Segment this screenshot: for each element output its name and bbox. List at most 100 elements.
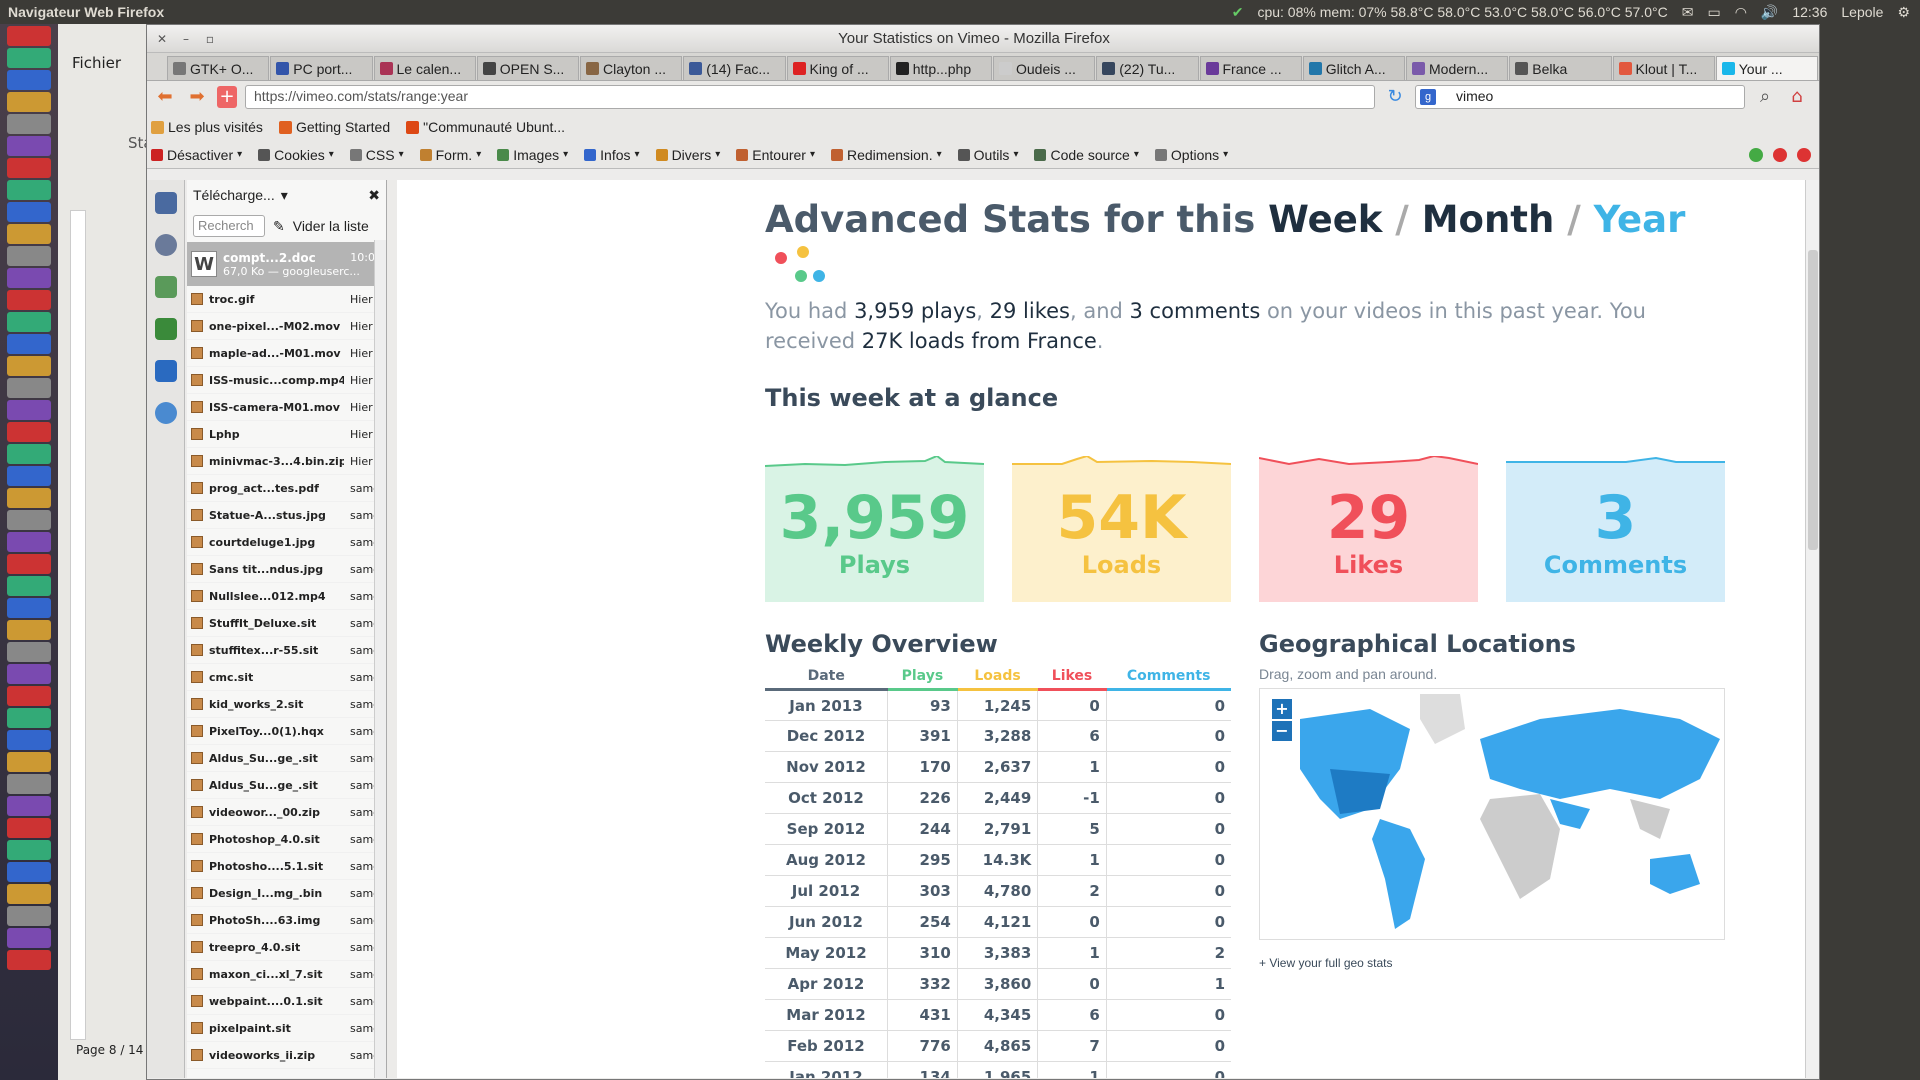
file-menu[interactable]: Fichier — [72, 54, 122, 72]
launcher-app-icon[interactable] — [7, 488, 51, 508]
browser-tab[interactable]: PC port... — [270, 56, 373, 80]
launcher-app-icon[interactable] — [7, 686, 51, 706]
browser-tab[interactable]: King of ... — [786, 56, 889, 80]
search-input[interactable]: g vimeo — [1415, 85, 1745, 109]
download-item[interactable]: Photosho....5.1.sit samedi — [187, 853, 390, 880]
launcher-app-icon[interactable] — [7, 708, 51, 728]
devtool-menu[interactable]: Désactiver ▾ — [151, 147, 242, 163]
reload-icon[interactable]: ↻ — [1387, 86, 1403, 107]
download-item[interactable]: troc.gif Hier — [187, 286, 386, 313]
download-item[interactable]: maxon_ci...xl_7.sit samedi — [187, 961, 390, 988]
home-icon[interactable]: ⌂ — [1791, 86, 1803, 107]
browser-tab[interactable]: http...php — [889, 56, 992, 80]
download-item[interactable]: kid_works_2.sit samedi — [187, 691, 390, 718]
range-month-link[interactable]: Month — [1421, 198, 1555, 241]
browser-tab[interactable]: OPEN S... — [476, 56, 579, 80]
launcher-app-icon[interactable] — [7, 510, 51, 530]
browser-tab[interactable]: Glitch A... — [1302, 56, 1405, 80]
browser-tab[interactable]: Your ... — [1715, 56, 1818, 80]
download-item[interactable]: PhotoSh....63.img samedi — [187, 907, 390, 934]
downloads-search-input[interactable]: Recherch — [193, 215, 265, 237]
download-item[interactable]: treepro_4.0.sit samedi — [187, 934, 390, 961]
launcher-app-icon[interactable] — [7, 246, 51, 266]
launcher-app-icon[interactable] — [7, 378, 51, 398]
downloads-sidebar-icon[interactable] — [155, 276, 177, 298]
launcher-app-icon[interactable] — [7, 180, 51, 200]
volume-icon[interactable]: 🔊 — [1760, 3, 1779, 20]
launcher-app-icon[interactable] — [7, 136, 51, 156]
close-toolbar-icon[interactable] — [1797, 147, 1811, 162]
download-item[interactable]: Aldus_Su...ge_.sit samedi — [187, 745, 390, 772]
launcher-app-icon[interactable] — [7, 906, 51, 926]
launcher-app-icon[interactable] — [7, 92, 51, 112]
share-icon[interactable] — [775, 245, 827, 284]
devtool-menu[interactable]: Entourer ▾ — [736, 147, 815, 163]
download-item[interactable]: stuffitex...r-55.sit samedi — [187, 637, 390, 664]
check-icon[interactable] — [1749, 147, 1763, 162]
download-item[interactable]: Photoshop_4.0.sit samedi — [187, 826, 390, 853]
bookmark-item[interactable]: Les plus visités — [151, 119, 263, 135]
world-map[interactable]: + − — [1259, 688, 1725, 940]
browser-tab[interactable]: (14) Fac... — [683, 56, 786, 80]
launcher-app-icon[interactable] — [7, 268, 51, 288]
download-item[interactable]: StuffIt_Deluxe.sit samedi — [187, 610, 390, 637]
error-icon[interactable] — [1773, 147, 1787, 162]
add-icon[interactable]: + — [217, 86, 237, 108]
range-year-link[interactable]: Year — [1593, 198, 1686, 241]
download-item[interactable]: videoworks_ii.zip samedi — [187, 1042, 390, 1069]
download-item[interactable]: Sans tit...ndus.jpg samedi — [187, 556, 390, 583]
launcher-app-icon[interactable] — [7, 48, 51, 68]
launcher-app-icon[interactable] — [7, 796, 51, 816]
url-input[interactable]: https://vimeo.com/stats/range:year — [245, 85, 1375, 109]
clear-list-button[interactable]: Vider la liste — [292, 218, 369, 234]
browser-tab[interactable]: Oudeis ... — [993, 56, 1096, 80]
battery-icon[interactable]: ▭ — [1707, 3, 1721, 20]
download-item[interactable]: prog_act...tes.pdf samedi — [187, 475, 390, 502]
launcher-app-icon[interactable] — [7, 466, 51, 486]
devtool-menu[interactable]: Options ▾ — [1154, 147, 1228, 163]
launcher-app-icon[interactable] — [7, 576, 51, 596]
download-item[interactable]: pixelpaint.sit samedi — [187, 1015, 390, 1042]
panel-close-icon[interactable]: ✖ — [368, 186, 380, 203]
shield-icon[interactable]: ✔ — [1231, 3, 1244, 20]
download-item[interactable]: Nullslee...012.mp4 samedi — [187, 583, 390, 610]
browser-tab[interactable]: Modern... — [1406, 56, 1509, 80]
launcher-app-icon[interactable] — [7, 334, 51, 354]
close-icon[interactable]: ✕ — [156, 31, 168, 46]
minimize-icon[interactable]: – — [183, 31, 189, 46]
window-titlebar[interactable]: ✕ – ▫ Your Statistics on Vimeo - Mozilla… — [147, 25, 1819, 53]
browser-tab[interactable]: France ... — [1199, 56, 1302, 80]
launcher-app-icon[interactable] — [7, 840, 51, 860]
gear-icon[interactable]: ⚙ — [1897, 3, 1910, 20]
page-scrollbar[interactable] — [1805, 180, 1819, 1078]
launcher-app-icon[interactable] — [7, 774, 51, 794]
download-item[interactable]: courtdeluge1.jpg samedi — [187, 529, 390, 556]
download-item-active[interactable]: W compt...2.doc 10:07 67,0 Ko — googleus… — [187, 242, 386, 286]
download-item[interactable]: Lphp Hier — [187, 421, 386, 448]
maximize-icon[interactable]: ▫ — [205, 31, 215, 46]
browser-tab[interactable]: Le calen... — [373, 56, 476, 80]
devtool-menu[interactable]: Infos ▾ — [584, 147, 640, 163]
devtool-menu[interactable]: CSS ▾ — [349, 147, 404, 163]
download-item[interactable]: minivmac-3...4.bin.zip Hier — [187, 448, 386, 475]
launcher-app-icon[interactable] — [7, 950, 51, 970]
search-icon[interactable]: ⌕ — [1759, 86, 1771, 107]
user-menu[interactable]: Lepole — [1841, 4, 1884, 20]
launcher-app-icon[interactable] — [7, 224, 51, 244]
puzzle-icon[interactable] — [155, 360, 177, 382]
devtool-menu[interactable]: Form. ▾ — [419, 147, 481, 163]
launcher-app-icon[interactable] — [7, 356, 51, 376]
forward-icon[interactable]: ➡ — [189, 86, 205, 107]
launcher-app-icon[interactable] — [7, 928, 51, 948]
zoom-in-button[interactable]: + — [1272, 699, 1292, 719]
browser-tab[interactable]: Clayton ... — [580, 56, 683, 80]
download-item[interactable]: Statue-A...stus.jpg samedi — [187, 502, 390, 529]
devtool-menu[interactable]: Outils ▾ — [957, 147, 1018, 163]
launcher-app-icon[interactable] — [7, 70, 51, 90]
browser-tab[interactable]: GTK+ O... — [167, 56, 270, 80]
launcher-app-icon[interactable] — [7, 554, 51, 574]
back-icon[interactable]: ⬅ — [157, 86, 173, 107]
launcher-app-icon[interactable] — [7, 202, 51, 222]
info-icon[interactable] — [155, 402, 177, 424]
google-icon[interactable]: g — [1420, 89, 1436, 105]
